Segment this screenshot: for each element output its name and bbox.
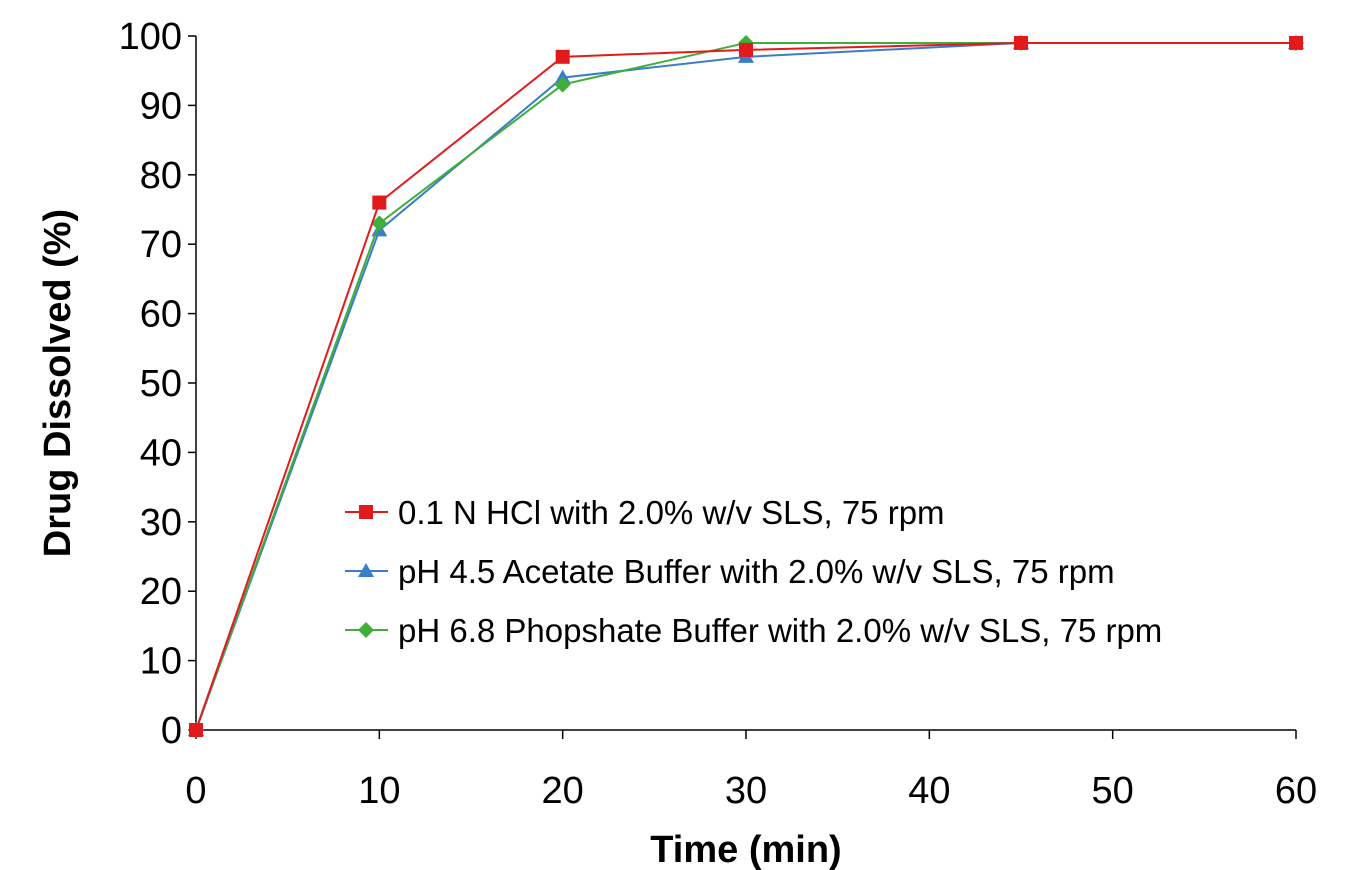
y-tick-label: 30 bbox=[140, 502, 182, 544]
x-tick-label: 20 bbox=[542, 770, 584, 812]
x-ticks: 0 10 20 30 40 50 60 bbox=[185, 730, 1317, 812]
x-tick-label: 10 bbox=[358, 770, 400, 812]
y-tick-label: 70 bbox=[140, 224, 182, 266]
legend-label: 0.1 N HCl with 2.0% w/v SLS, 75 rpm bbox=[398, 494, 945, 531]
y-tick-label: 20 bbox=[140, 571, 182, 613]
data-point bbox=[1014, 35, 1028, 50]
x-axis-title: Time (min) bbox=[650, 829, 841, 870]
y-tick-label: 40 bbox=[140, 432, 182, 474]
y-tick-label: 80 bbox=[140, 155, 182, 197]
series-layer bbox=[188, 34, 1304, 738]
x-tick-label: 40 bbox=[908, 770, 950, 812]
data-point bbox=[554, 76, 571, 93]
legend-label: pH 4.5 Acetate Buffer with 2.0% w/v SLS,… bbox=[398, 553, 1115, 590]
y-tick-label: 50 bbox=[140, 363, 182, 405]
series-line bbox=[195, 41, 1296, 731]
x-tick-label: 30 bbox=[725, 770, 767, 812]
legend-marker bbox=[359, 505, 373, 519]
y-tick-label: 90 bbox=[140, 85, 182, 127]
legend-marker bbox=[358, 622, 374, 638]
legend-marker bbox=[358, 563, 374, 577]
legend: 0.1 N HCl with 2.0% w/v SLS, 75 rpm pH 4.… bbox=[345, 494, 1162, 649]
data-point bbox=[739, 42, 753, 57]
legend-entry: pH 6.8 Phopshate Buffer with 2.0% w/v SL… bbox=[345, 612, 1162, 649]
x-tick-label: 0 bbox=[185, 770, 206, 812]
legend-entry: pH 4.5 Acetate Buffer with 2.0% w/v SLS,… bbox=[345, 553, 1115, 590]
y-ticks: 0 10 20 30 40 50 60 70 80 90 100 bbox=[119, 16, 196, 752]
y-tick-label: 100 bbox=[119, 16, 182, 58]
series-1 bbox=[189, 35, 1303, 737]
data-point bbox=[372, 195, 387, 210]
y-tick-label: 0 bbox=[161, 710, 182, 752]
data-point bbox=[371, 215, 388, 232]
axes: 0 10 20 30 40 50 60 70 80 90 100 0 10 20 30 40 50 60 bbox=[119, 16, 1318, 812]
x-tick-label: 50 bbox=[1092, 770, 1134, 812]
y-tick-label: 10 bbox=[140, 641, 182, 683]
x-tick-label: 60 bbox=[1275, 770, 1317, 812]
y-axis-title: Drug Dissolved (%) bbox=[37, 209, 79, 557]
y-tick-label: 60 bbox=[140, 294, 182, 336]
data-point bbox=[189, 723, 203, 737]
legend-label: pH 6.8 Phopshate Buffer with 2.0% w/v SL… bbox=[398, 612, 1162, 649]
data-point bbox=[1289, 35, 1303, 50]
legend-entry: 0.1 N HCl with 2.0% w/v SLS, 75 rpm bbox=[345, 494, 945, 531]
data-point bbox=[555, 49, 570, 64]
